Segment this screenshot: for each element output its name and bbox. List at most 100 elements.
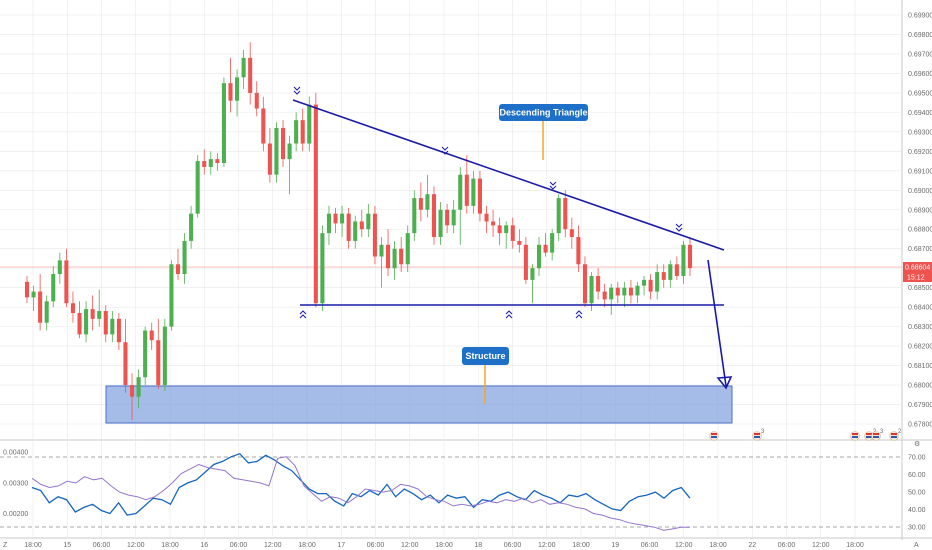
price-tick-label: 0.68400	[908, 305, 932, 312]
projection-arrow[interactable]	[707, 259, 727, 387]
economic-event-icon[interactable]: 3	[752, 429, 766, 441]
candle-body	[195, 161, 200, 214]
corner-label[interactable]: Z	[3, 542, 8, 549]
candle	[609, 283, 614, 315]
candle-body	[182, 240, 187, 275]
candle-body	[215, 159, 220, 164]
candle	[326, 205, 331, 245]
candle	[64, 248, 69, 308]
candle-body	[655, 272, 660, 292]
price-axis[interactable]: 0.69900 0.69800 0.69700 0.69600 0.69500 0.694…	[908, 13, 932, 429]
candle	[425, 174, 430, 218]
candle	[333, 207, 338, 234]
indicator-line-secondary	[31, 456, 690, 531]
main-grid	[0, 0, 902, 538]
current-price-tag	[903, 262, 932, 272]
candle	[497, 217, 502, 245]
economic-event-icon[interactable]	[850, 431, 860, 441]
candle-body	[110, 318, 115, 335]
candle	[681, 240, 686, 284]
indicator-right-tick: 70.00	[908, 455, 926, 462]
indicator-right-axis[interactable]: 70.00 60.00 50.00 40.00 30.00	[908, 455, 926, 532]
candle-body	[543, 244, 548, 253]
candle-body	[333, 213, 338, 224]
time-tick-label: 22	[748, 542, 756, 549]
candle-body	[536, 244, 542, 269]
candle-body	[438, 209, 443, 238]
time-tick-label: 06:00	[93, 542, 111, 549]
economic-event-icon[interactable]	[709, 431, 719, 441]
candle	[366, 203, 371, 238]
settings-icon[interactable]: ⚙	[914, 440, 920, 448]
candle-body	[169, 264, 174, 327]
triangle-upper-trendline[interactable]	[292, 99, 725, 251]
event-count-label: 3	[880, 429, 884, 435]
structure-zone[interactable]	[105, 385, 733, 424]
main-pane[interactable]	[0, 0, 902, 440]
candle-body	[162, 326, 167, 386]
price-tick-label: 0.67800	[908, 422, 932, 429]
candle-body	[116, 318, 121, 343]
candle	[274, 122, 279, 183]
candle-body	[648, 279, 653, 292]
price-tick-label: 0.69500	[908, 90, 932, 97]
candle-body	[64, 260, 69, 304]
candle	[156, 318, 161, 389]
swing-low-marker	[299, 310, 307, 319]
price-tick-label: 0.68900	[908, 207, 932, 214]
economic-event-icon[interactable]: 2	[889, 429, 903, 441]
candle	[208, 151, 213, 175]
candle-body	[569, 229, 574, 238]
time-tick-label: 18	[474, 542, 482, 549]
price-tick-label: 0.69700	[908, 51, 932, 58]
candle-body	[642, 279, 647, 286]
candle-body	[628, 287, 633, 296]
candle-body	[582, 264, 588, 304]
candle-body	[77, 312, 82, 335]
swing-high-marker	[293, 86, 301, 95]
time-axis[interactable]: 18:00 15 06:00 12:00 18:00 16 06:00 12:00 18:00 1…	[24, 542, 864, 549]
candle	[372, 205, 377, 265]
time-tick-label: 06:00	[641, 542, 659, 549]
candle-body	[261, 108, 266, 144]
candle-body	[31, 291, 36, 298]
candle-body	[477, 178, 482, 214]
candle-body	[294, 120, 299, 144]
time-tick-label: 18:00	[24, 542, 42, 549]
candle-body	[44, 301, 49, 323]
candle-body	[103, 311, 108, 335]
structure-callout[interactable]: Structure	[462, 347, 509, 404]
candle	[346, 207, 351, 249]
time-tick-label: 06:00	[504, 542, 522, 549]
candle	[418, 182, 423, 222]
candle	[399, 237, 404, 273]
candle-body	[464, 174, 469, 206]
candle-body	[248, 57, 253, 93]
candle	[576, 225, 581, 273]
economic-event-icon[interactable]: 3	[871, 429, 885, 441]
candle	[90, 295, 95, 331]
candle-body	[307, 104, 312, 144]
candle	[510, 217, 515, 249]
descending-triangle-callout[interactable]: Descending Triangle	[499, 104, 588, 160]
price-tick-label: 0.69300	[908, 129, 932, 136]
indicator-right-tick: 30.00	[908, 525, 926, 532]
axis-auto-icon[interactable]: A	[914, 542, 919, 549]
price-tick-label: 0.68300	[908, 324, 932, 331]
time-tick-label: 18:00	[709, 542, 727, 549]
time-tick-label: 18:00	[572, 542, 590, 549]
candles	[24, 42, 693, 421]
candle	[70, 291, 75, 323]
candle	[162, 318, 167, 391]
candle	[602, 283, 607, 308]
candle	[563, 190, 568, 238]
candle	[596, 268, 601, 300]
candle	[116, 312, 121, 350]
candle	[648, 274, 653, 300]
candle-body	[320, 233, 325, 304]
candle-body	[445, 209, 450, 226]
price-tick-label: 0.69900	[908, 13, 932, 20]
candle	[313, 92, 318, 308]
candle	[320, 225, 325, 312]
